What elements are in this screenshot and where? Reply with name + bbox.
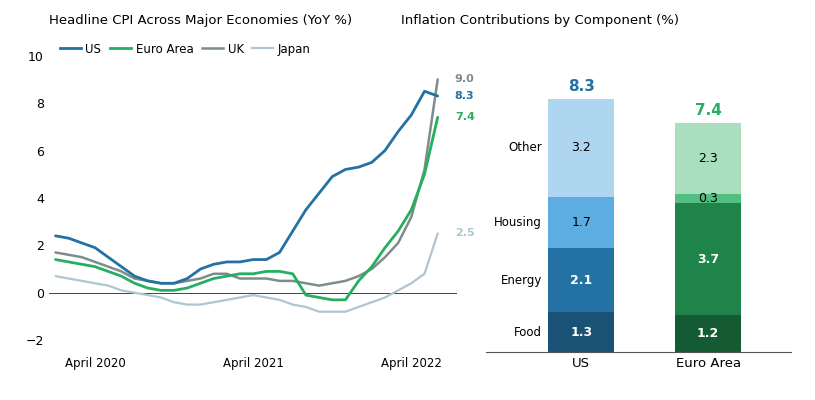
Bar	[675, 203, 741, 316]
Text: 2.1: 2.1	[570, 274, 593, 287]
Text: Housing: Housing	[494, 216, 542, 229]
Text: 2.3: 2.3	[698, 152, 718, 165]
Text: 2.5: 2.5	[455, 228, 474, 238]
Text: 7.4: 7.4	[455, 112, 474, 122]
Bar	[548, 312, 615, 352]
Text: Food: Food	[513, 326, 542, 339]
Bar	[548, 248, 615, 312]
Bar	[675, 194, 741, 203]
Bar	[548, 99, 615, 196]
Bar	[675, 316, 741, 352]
Bar	[675, 124, 741, 194]
Text: 0.3: 0.3	[698, 192, 718, 204]
Text: 1.7: 1.7	[571, 216, 591, 229]
Text: Headline CPI Across Major Economies (YoY %): Headline CPI Across Major Economies (YoY…	[49, 14, 352, 27]
Text: Other: Other	[508, 141, 542, 154]
Text: 8.3: 8.3	[568, 78, 595, 94]
Legend: US, Euro Area, UK, Japan: US, Euro Area, UK, Japan	[55, 38, 315, 60]
Text: 1.3: 1.3	[570, 326, 593, 339]
Bar	[548, 196, 615, 248]
Text: 3.7: 3.7	[697, 252, 719, 266]
Text: 3.2: 3.2	[571, 141, 591, 154]
Text: 7.4: 7.4	[694, 103, 721, 118]
Text: Inflation Contributions by Component (%): Inflation Contributions by Component (%)	[401, 14, 679, 27]
Text: 1.2: 1.2	[697, 327, 719, 340]
Text: 8.3: 8.3	[455, 91, 474, 101]
Text: 9.0: 9.0	[455, 74, 474, 84]
Text: Energy: Energy	[500, 274, 542, 287]
